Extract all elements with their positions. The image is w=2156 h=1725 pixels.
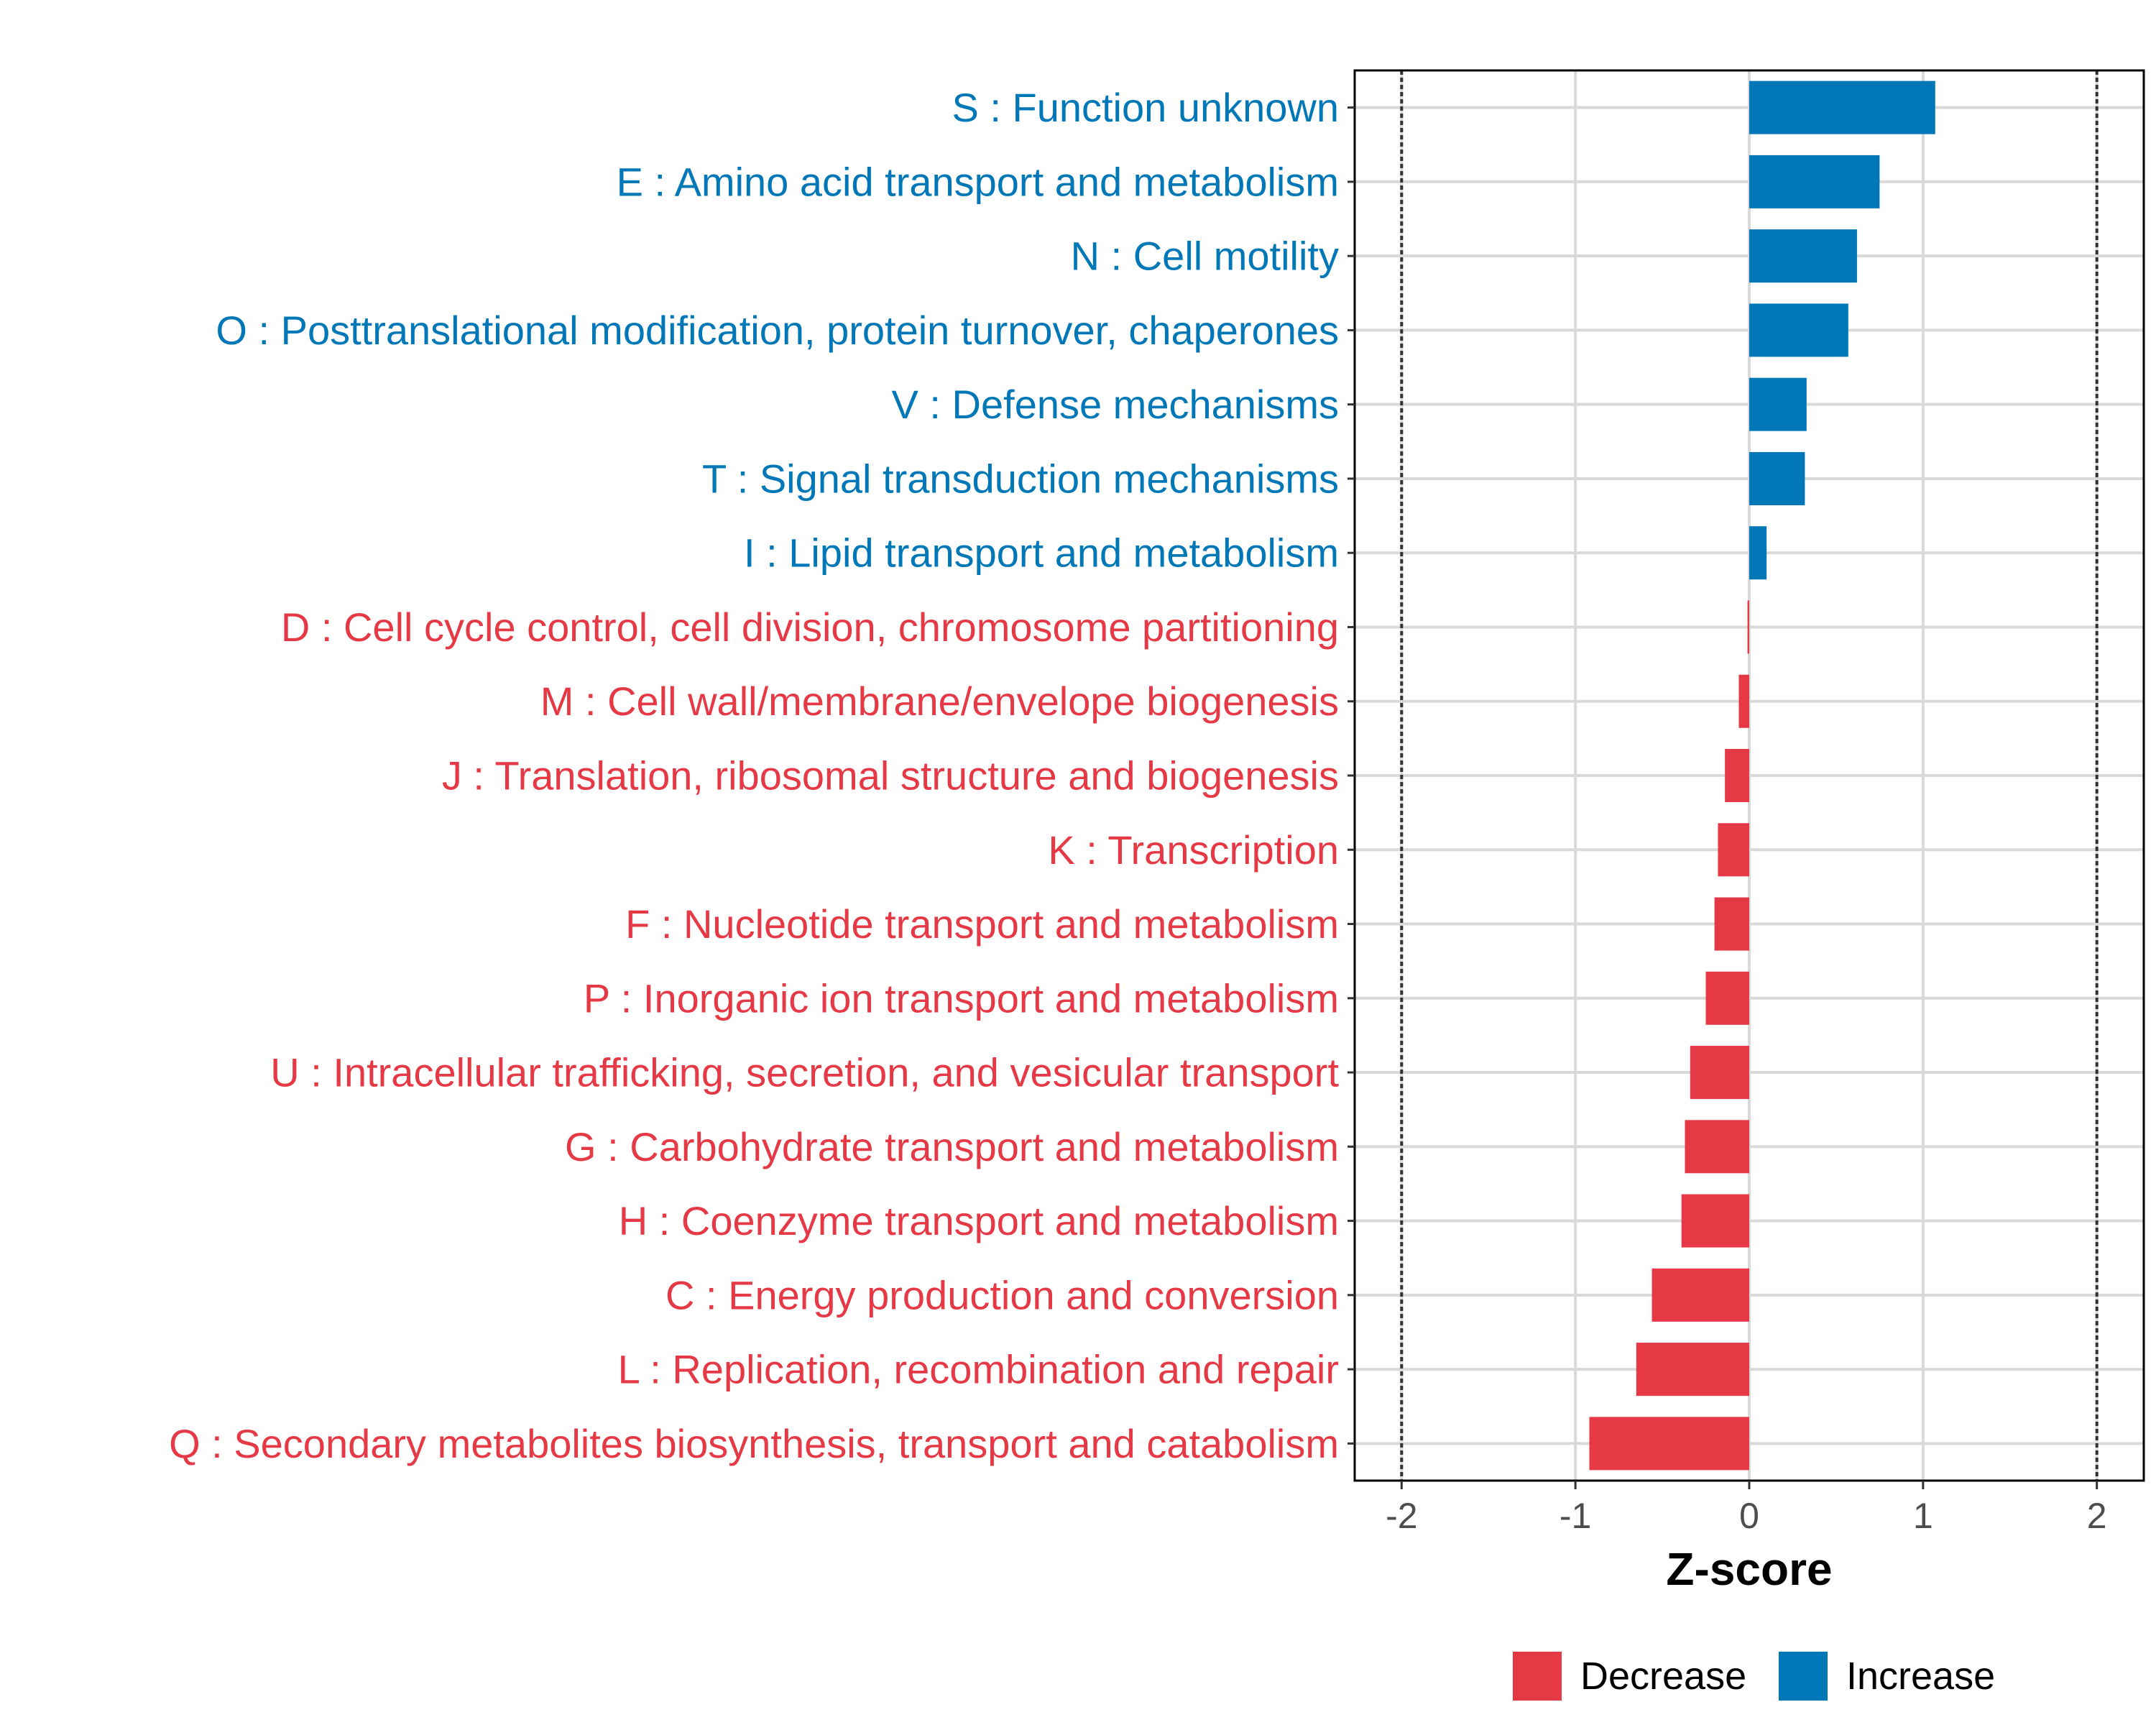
category-label: S : Function unknown [952, 85, 1339, 130]
category-label: D : Cell cycle control, cell division, c… [281, 604, 1339, 650]
legend-label-increase: Increase [1846, 1655, 1995, 1698]
category-label: N : Cell motility [1071, 234, 1339, 279]
category-label: M : Cell wall/membrane/envelope biogenes… [540, 678, 1339, 724]
legend-key-decrease [1513, 1652, 1562, 1701]
bar [1749, 451, 1805, 505]
bar [1636, 1343, 1749, 1397]
y-axis-ticks [1348, 106, 1355, 1445]
bar [1685, 1120, 1749, 1174]
category-label: U : Intracellular trafficking, secretion… [270, 1050, 1339, 1095]
category-label: C : Energy production and conversion [665, 1272, 1339, 1317]
x-tick-label: -2 [1386, 1496, 1417, 1536]
x-tick-label: 1 [1913, 1496, 1933, 1536]
x-tick-label: 2 [2087, 1496, 2107, 1536]
bar [1749, 80, 1935, 134]
category-label: J : Translation, ribosomal structure and… [442, 753, 1339, 799]
legend-label-decrease: Decrease [1580, 1655, 1746, 1698]
category-label: I : Lipid transport and metabolism [744, 530, 1339, 576]
bar [1714, 897, 1749, 951]
category-label: T : Signal transduction mechanisms [702, 456, 1339, 501]
x-axis-title: Z-score [1666, 1543, 1832, 1595]
bar [1749, 155, 1880, 208]
bar [1725, 749, 1749, 802]
category-label: H : Coenzyme transport and metabolism [619, 1198, 1339, 1243]
category-label: L : Replication, recombination and repai… [618, 1347, 1339, 1392]
y-axis-category-labels: S : Function unknown E : Amino acid trans… [169, 85, 1339, 1466]
bar [1681, 1194, 1749, 1248]
category-label: O : Posttranslational modification, prot… [216, 308, 1339, 353]
category-label: P : Inorganic ion transport and metaboli… [584, 975, 1339, 1021]
bar [1749, 377, 1807, 431]
legend-key-increase [1779, 1652, 1828, 1701]
category-label: F : Nucleotide transport and metabolism [625, 901, 1339, 947]
reference-lines [1400, 70, 2099, 1481]
bar [1651, 1268, 1749, 1322]
legend: Decrease Increase [1513, 1652, 1995, 1701]
bar [1690, 1046, 1749, 1100]
x-tick-label: -1 [1560, 1496, 1591, 1536]
bar [1749, 526, 1767, 580]
category-label: Q : Secondary metabolites biosynthesis, … [169, 1421, 1339, 1466]
x-axis-ticks: -2 -1 0 1 2 [1386, 1481, 2107, 1536]
bar [1747, 600, 1749, 654]
bar [1589, 1417, 1749, 1471]
category-label: G : Carbohydrate transport and metabolis… [565, 1124, 1339, 1169]
x-tick-label: 0 [1739, 1496, 1759, 1536]
bar [1738, 674, 1749, 728]
bar [1705, 971, 1749, 1025]
category-label: K : Transcription [1048, 827, 1339, 873]
category-label: E : Amino acid transport and metabolism [617, 159, 1339, 204]
bar [1718, 823, 1749, 877]
bar [1749, 229, 1857, 283]
category-label: V : Defense mechanisms [892, 382, 1339, 427]
bar [1749, 303, 1848, 357]
bar-layer [1589, 80, 1935, 1471]
